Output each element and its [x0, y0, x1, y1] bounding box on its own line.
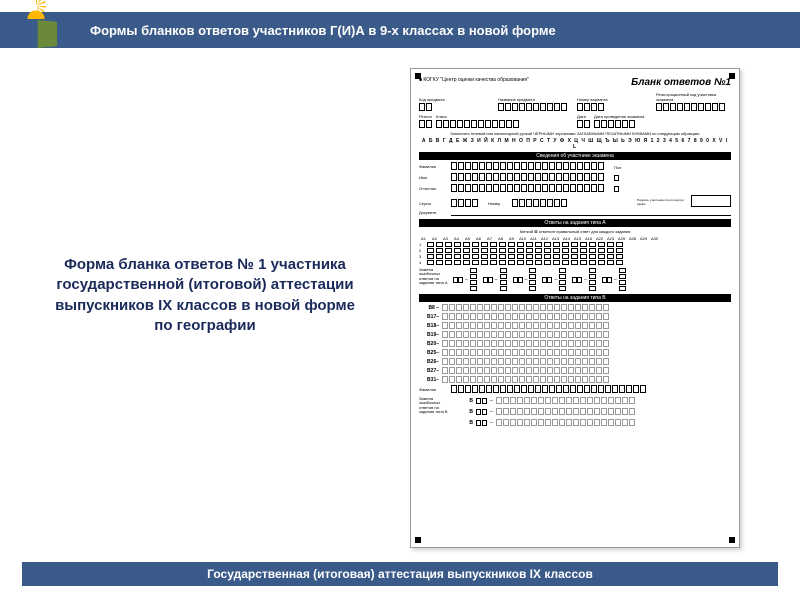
form-description: Форма бланка ответов № 1 участника госуд…	[50, 255, 360, 336]
content-area: Форма бланка ответов № 1 участника госуд…	[0, 60, 800, 560]
logo-icon	[10, 4, 62, 56]
footer-text: Государственная (итоговая) аттестация вы…	[207, 567, 593, 581]
section-type-b: Ответы на задания типа В	[419, 294, 731, 302]
replace-b-label: Замена ошибочных ответов на задания типа…	[419, 397, 449, 428]
header-title: Формы бланков ответов участников Г(И)А в…	[90, 23, 556, 38]
form-title: Бланк ответов №1	[631, 77, 731, 88]
form-org: ■ КОГКУ "Центр оценки качества образован…	[419, 77, 529, 83]
answer-form-preview: ■ КОГКУ "Центр оценки качества образован…	[410, 68, 740, 548]
replace-a-label: Замена ошибочных ответов на задания типа…	[419, 268, 449, 291]
fill-instruction: Заполнять гелевой или капиллярной ручкой…	[419, 131, 731, 136]
page-footer: Государственная (итоговая) аттестация вы…	[22, 562, 778, 586]
page-header: Формы бланков ответов участников Г(И)А в…	[0, 12, 800, 48]
type-a-columns: A1A2A3A4A5A6A7A8A9A10A11A12A13A14A15A16A…	[419, 236, 731, 241]
section-participant: Сведения об участнике экзамена	[419, 152, 731, 160]
section-type-a: Ответы на задания типа А	[419, 219, 731, 227]
alphabet-sample: А Б В Г Д Е Ж З И Й К Л М Н О П Р С Т У …	[419, 138, 731, 150]
